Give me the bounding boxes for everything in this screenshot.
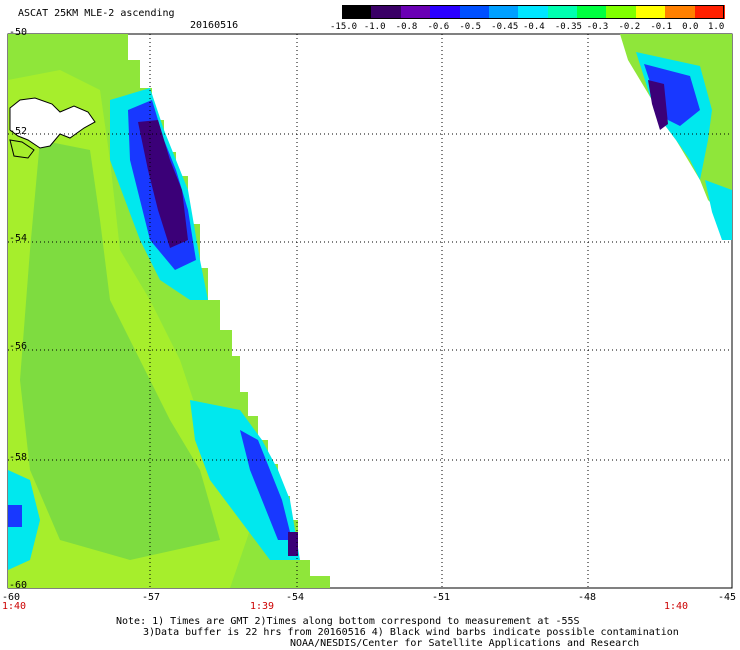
west-swath-dark-s: [288, 532, 298, 556]
colorbar-label: -0.4: [523, 22, 545, 32]
time-label: 1:40: [2, 601, 27, 612]
lat-label: -58: [9, 452, 28, 463]
time-label: 1:39: [250, 601, 275, 612]
coastline: [9, 97, 96, 149]
colorbar-swatch: [400, 5, 432, 19]
colorbar-label: 0.0: [682, 22, 699, 32]
colorbar-swatch: [577, 5, 608, 19]
colorbar-label: -0.3: [586, 22, 609, 32]
colorbar-label: -0.5: [459, 22, 482, 32]
note-line-1: Note: 1) Times are GMT 2)Times along bot…: [116, 616, 580, 627]
note-line-2: 3)Data buffer is 22 hrs from 20160516 4)…: [143, 627, 679, 638]
colorbar-swatch: [518, 5, 549, 19]
lon-label: -57: [142, 592, 161, 603]
colorbar-swatch: [635, 5, 667, 19]
coastline-west: [9, 139, 35, 159]
colorbar-label: -0.2: [618, 22, 641, 32]
colorbar-label: -0.1: [650, 22, 673, 32]
colorbar-label: -0.45: [491, 22, 519, 32]
colorbar-label: -1.0: [363, 22, 386, 32]
west-swath-blue-s: [240, 430, 292, 540]
colorbar-swatch: [371, 5, 402, 19]
lat-label: -52: [9, 126, 28, 137]
colorbar-swatch: [547, 5, 579, 19]
colorbar-label: 1.0: [708, 22, 725, 32]
lat-label: -60: [9, 580, 28, 591]
lon-label: -45: [718, 592, 737, 603]
grid-lines: [8, 34, 732, 588]
colorbar-swatch: [606, 5, 637, 19]
lon-label: -48: [578, 592, 597, 603]
time-label: 1:40: [664, 601, 689, 612]
lon-label: -54: [286, 592, 305, 603]
colorbar-label: -0.8: [395, 22, 418, 32]
colorbar-label: -15.0: [330, 22, 358, 32]
colorbar-swatch: [459, 5, 490, 19]
lat-label: -50: [9, 27, 28, 38]
note-line-3: NOAA/NESDIS/Center for Satellite Applica…: [290, 638, 640, 649]
plot-title: ASCAT 25KM MLE-2 ascending: [18, 8, 175, 19]
east-swath-cyan-se: [705, 180, 732, 240]
colorbar-label: -0.6: [427, 22, 450, 32]
colorbar-swatch: [430, 5, 461, 19]
lon-label: -60: [2, 592, 21, 603]
lat-label: -56: [9, 341, 28, 352]
west-swath-dark: [138, 120, 188, 248]
colorbar-label: -0.35: [554, 22, 582, 32]
colorbar-swatch: [342, 5, 373, 19]
plot-date: 20160516: [190, 20, 239, 31]
east-swath-blue: [644, 64, 700, 126]
west-swath-cyan-sw: [8, 470, 40, 570]
colorbar-border: [342, 5, 724, 19]
colorbar-swatch: [665, 5, 696, 19]
colorbar-swatch: [694, 5, 725, 19]
lon-label: -51: [432, 592, 451, 603]
east-swath-dark: [648, 80, 668, 130]
west-swath-blue-sw: [8, 505, 22, 527]
colorbar-swatch: [488, 5, 520, 19]
lat-label: -54: [9, 233, 28, 244]
